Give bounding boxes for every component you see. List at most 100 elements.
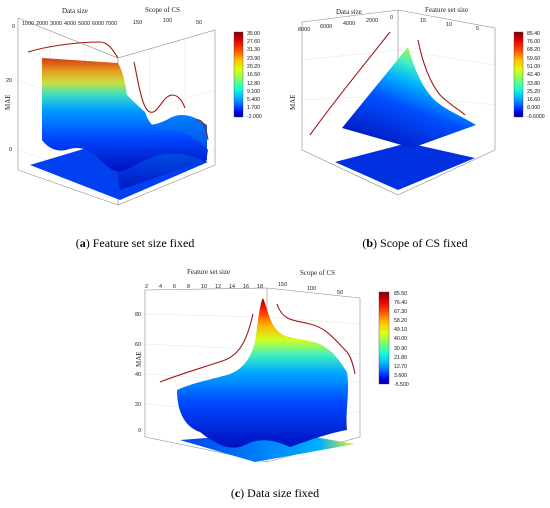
colorbar-tick: 16.60 bbox=[527, 97, 540, 103]
chart-b-svg: Data size Feature set size 8000 6000 400… bbox=[289, 6, 545, 196]
chart-a-curve-right-2 bbox=[195, 119, 209, 141]
caption-a-text: Feature set size fixed bbox=[89, 236, 195, 250]
colorbar-tick: 9.100 bbox=[247, 89, 260, 95]
caption-c: (c) Data size fixed bbox=[230, 486, 320, 500]
chart-b-frame bbox=[301, 9, 496, 196]
chart-a-colorbar bbox=[233, 31, 244, 118]
colorbar-tick: 12.70 bbox=[394, 364, 407, 370]
chart-b-colorbar bbox=[513, 31, 524, 118]
chart-b-x2-ticks: 15 10 5 bbox=[420, 18, 479, 32]
chart-b-x1-ticks: 8000 6000 4000 2000 0 bbox=[298, 15, 393, 33]
chart-c-z-label: MAE bbox=[135, 351, 143, 367]
colorbar-tick: 8.000 bbox=[527, 105, 540, 111]
chart-c-curve-left bbox=[159, 313, 254, 383]
colorbar-tick: 59.60 bbox=[527, 56, 540, 62]
colorbar-tick: 27.60 bbox=[247, 39, 260, 45]
tick-z: 20 bbox=[135, 402, 141, 408]
tick-x1: 10 bbox=[201, 284, 207, 290]
tick-x1: 8000 bbox=[298, 27, 310, 33]
colorbar-tick: 76.40 bbox=[394, 300, 407, 306]
colorbar-tick: 25.20 bbox=[527, 89, 540, 95]
chart-a-x1-label: Data size bbox=[62, 7, 88, 15]
tick-x1: 14 bbox=[229, 284, 235, 290]
tick-x1: 2000 bbox=[36, 21, 48, 27]
chart-c-x1-label: Feature set size bbox=[187, 268, 230, 276]
tick-z: 0 bbox=[9, 147, 12, 153]
chart-a-curve-right bbox=[133, 61, 186, 113]
colorbar-tick: 12.80 bbox=[247, 81, 260, 87]
colorbar-tick: 68.20 bbox=[527, 47, 540, 53]
chart-b-x2-label: Feature set size bbox=[425, 6, 468, 14]
chart-c-curve-right bbox=[276, 303, 356, 375]
colorbar-tick: -0.6000 bbox=[527, 114, 545, 120]
chart-b-floor bbox=[335, 143, 475, 190]
chart-a-surface bbox=[42, 58, 208, 172]
chart-panel-a: 0 1000 2000 3000 4000 5000 6000 7000 Dat… bbox=[0, 0, 270, 225]
colorbar-tick: 21.80 bbox=[394, 355, 407, 361]
tick-x1: 2 bbox=[145, 284, 148, 290]
colorbar-tick: 31.30 bbox=[247, 47, 260, 53]
tick-x2: 150 bbox=[133, 20, 142, 26]
chart-a-x2-label: Scope of CS bbox=[145, 6, 180, 14]
colorbar-tick: 40.00 bbox=[394, 336, 407, 342]
chart-b-x1-label: Data size bbox=[336, 8, 362, 16]
chart-a-curve-left bbox=[27, 41, 119, 59]
tick-x2: 10 bbox=[446, 22, 452, 28]
tick-x2: 15 bbox=[420, 18, 426, 24]
tick-x1: 8 bbox=[187, 284, 190, 290]
tick-x1: 1000 bbox=[22, 21, 34, 27]
chart-c-svg: Feature set size Scope of CS 2 4 6 8 10 … bbox=[135, 268, 409, 463]
colorbar-tick: 33.80 bbox=[527, 81, 540, 87]
tick-z: 40 bbox=[135, 372, 141, 378]
chart-panel-b: Data size Feature set size 8000 6000 400… bbox=[280, 0, 550, 225]
colorbar-tick: 67.30 bbox=[394, 309, 407, 315]
colorbar-tick: -5.500 bbox=[394, 382, 409, 388]
tick-z: 60 bbox=[135, 342, 141, 348]
colorbar-tick: 58.20 bbox=[394, 318, 407, 324]
colorbar-tick: 49.10 bbox=[394, 327, 407, 333]
tick-x1: 18 bbox=[257, 284, 263, 290]
chart-c-x1-ticks: 2 4 6 8 10 12 14 16 18 bbox=[145, 284, 263, 290]
tick-x1: 16 bbox=[243, 284, 249, 290]
caption-b-text: Scope of CS fixed bbox=[377, 236, 468, 250]
chart-a-svg: 0 1000 2000 3000 4000 5000 6000 7000 Dat… bbox=[4, 6, 262, 206]
tick-x2: 150 bbox=[278, 282, 287, 288]
colorbar-tick: 42.40 bbox=[527, 72, 540, 78]
caption-c-letter: c bbox=[234, 486, 241, 500]
colorbar-tick: 16.50 bbox=[247, 72, 260, 78]
chart-c-colorbar-ticks: 85.50 76.40 67.30 58.20 49.10 40.00 30.9… bbox=[394, 291, 409, 388]
caption-b: (b) Scope of CS fixed bbox=[362, 236, 468, 250]
tick-x1: 4 bbox=[159, 284, 162, 290]
colorbar-tick: 30.90 bbox=[394, 346, 407, 352]
colorbar-tick: 76.00 bbox=[527, 39, 540, 45]
chart-b-curve-right bbox=[417, 39, 466, 116]
tick-x2: 5 bbox=[476, 26, 479, 32]
caption-c-text: Data size fixed bbox=[244, 486, 320, 500]
chart-a-z-label: MAE bbox=[4, 94, 12, 110]
colorbar-tick: 85.40 bbox=[527, 31, 540, 37]
chart-panel-c: Feature set size Scope of CS 2 4 6 8 10 … bbox=[135, 262, 425, 484]
chart-a-colorbar-ticks: 35.00 27.60 31.30 23.90 20.20 16.50 12.8… bbox=[247, 31, 262, 120]
chart-b-colorbar-ticks: 85.40 76.00 68.20 59.60 51.00 42.40 33.8… bbox=[527, 31, 545, 120]
chart-b-z-label: MAE bbox=[289, 94, 297, 110]
chart-a-x1-ticks: 0 1000 2000 3000 4000 5000 6000 7000 bbox=[12, 21, 117, 30]
colorbar-tick: 85.50 bbox=[394, 291, 407, 297]
colorbar-tick: 35.00 bbox=[247, 31, 260, 37]
chart-a-x2-ticks: 150 100 50 bbox=[133, 18, 202, 26]
tick-z: 0 bbox=[138, 428, 141, 434]
tick-x1: 3000 bbox=[50, 21, 62, 27]
tick-x1: 4000 bbox=[64, 21, 76, 27]
tick-z: 80 bbox=[135, 312, 141, 318]
tick-x1: 7000 bbox=[105, 21, 117, 27]
tick-x1: 6 bbox=[173, 284, 176, 290]
chart-c-z-ticks: 80 60 40 20 0 bbox=[135, 312, 141, 434]
tick-x1: 12 bbox=[215, 284, 221, 290]
chart-c-x2-ticks: 150 100 50 bbox=[278, 282, 343, 296]
chart-c-x2-label: Scope of CS bbox=[300, 269, 335, 277]
chart-c-colorbar bbox=[378, 291, 390, 385]
caption-a: (a) Feature set size fixed bbox=[75, 236, 195, 250]
tick-x1: 4000 bbox=[343, 21, 355, 27]
tick-x2: 50 bbox=[196, 20, 202, 26]
tick-x1: 0 bbox=[390, 15, 393, 21]
caption-b-letter: b bbox=[366, 236, 374, 250]
